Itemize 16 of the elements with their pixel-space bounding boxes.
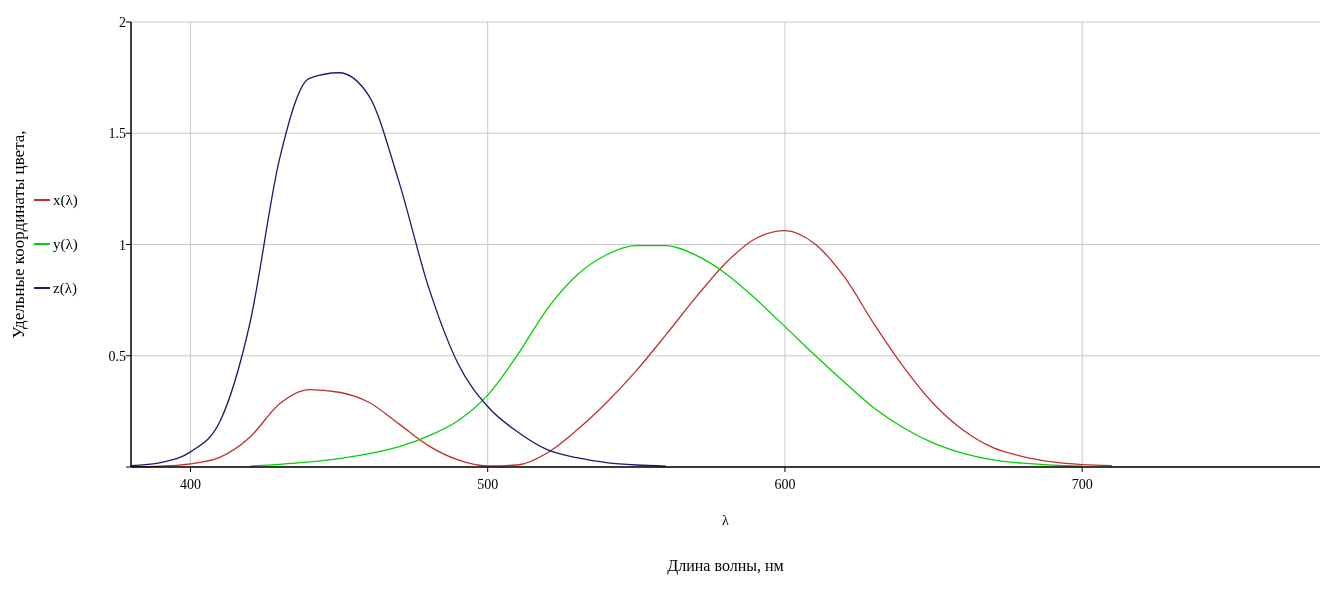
text: Длина волны, нм — [667, 557, 784, 575]
x-tick-label: 600 — [774, 477, 796, 492]
x-tick-label: 700 — [1071, 477, 1093, 492]
x-tick-label: 500 — [477, 477, 499, 492]
y-tick-label: 1.5 — [108, 126, 126, 142]
legend-label: y(λ) — [53, 236, 78, 253]
line-series — [130, 72, 667, 467]
y-tick-label: 0.5 — [108, 348, 126, 364]
line-series — [249, 244, 1083, 467]
y-tick-label: 1 — [119, 237, 126, 253]
y-axis-title: Удельные координаты цвета, — [9, 130, 28, 339]
y-tick-label: 2 — [119, 15, 126, 30]
x-axis-title: λ — [722, 513, 730, 528]
legend-label: x(λ) — [53, 192, 78, 209]
legend-label: z(λ) — [53, 280, 77, 297]
x-tick-label: 400 — [179, 477, 201, 492]
